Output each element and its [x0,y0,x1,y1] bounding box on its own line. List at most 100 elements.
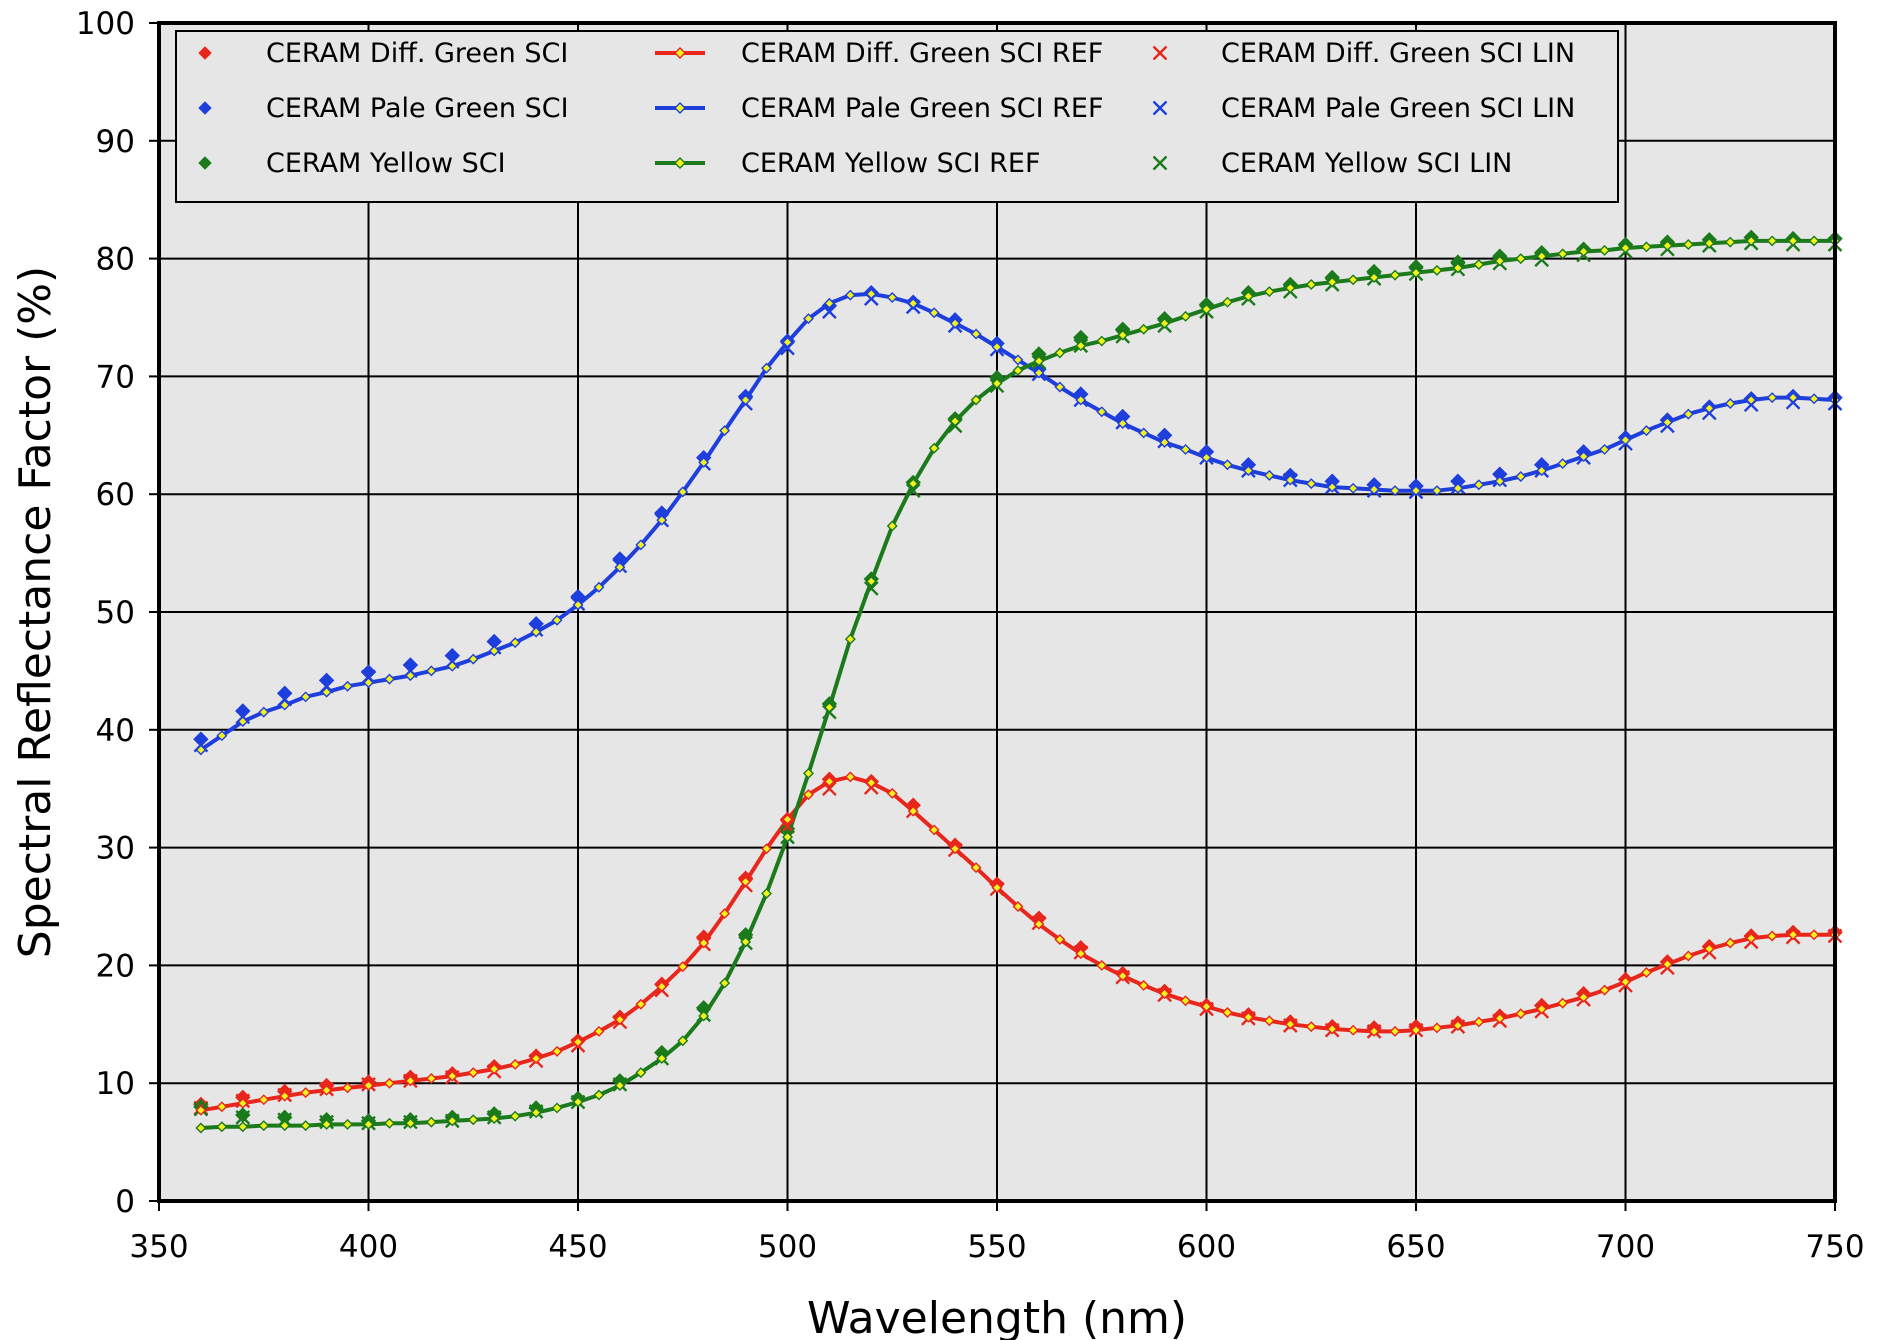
data-point [1326,1023,1338,1035]
data-point [425,665,437,677]
data-point [928,307,940,319]
data-point [530,1107,542,1119]
data-point [970,328,982,340]
data-point [300,691,312,703]
data-point [572,599,584,611]
data-point [1033,367,1045,379]
data-point [614,1080,626,1092]
data-point [1766,392,1778,404]
legend-label: CERAM Diff. Green SCI REF [741,38,1103,69]
data-point [823,776,835,788]
data-point [1201,452,1212,464]
data-point [635,539,647,551]
data-point [740,876,752,888]
data-point [1159,317,1171,329]
data-point [1536,1003,1548,1015]
data-point [1410,267,1422,279]
data-point [802,313,814,325]
data-point [404,1075,416,1087]
x-tick-label: 400 [339,1229,398,1265]
data-point [1620,434,1631,446]
data-point [1599,984,1611,996]
y-axis-ticks: 0 10 20 30 40 50 60 70 80 90 100 [76,6,159,1220]
data-point [844,289,856,301]
x-tick-label: 350 [129,1229,188,1265]
data-point [572,1036,584,1048]
data-point [279,699,291,711]
legend-swatch-marker [674,157,686,169]
data-point [572,1096,584,1108]
data-point [383,1077,395,1089]
data-point [1180,995,1192,1007]
legend-item-ceram-yellow-sci-ref: CERAM Yellow SCI REF [655,148,1041,179]
legend-swatch-marker [674,47,686,59]
data-point [1703,943,1715,955]
y-tick-label: 40 [96,713,135,749]
data-point [907,478,919,490]
data-point [551,614,563,626]
data-point [321,1118,333,1130]
data-point [907,297,919,309]
legend-swatch [198,46,212,60]
legend-item-ceram-pale-green-sci-ref: CERAM Pale Green SCI REF [655,93,1103,124]
data-point [488,645,500,657]
data-point [488,1063,500,1075]
data-point [321,686,333,698]
data-point [844,633,856,645]
data-point [719,425,731,437]
data-point [1180,443,1192,455]
data-point [1242,465,1254,477]
data-point [1431,485,1443,497]
data-point [363,677,374,689]
data-point [509,637,521,649]
data-point [1599,244,1611,256]
data-point [446,660,458,672]
data-point [1180,310,1192,322]
data-point [1054,381,1066,393]
data-point [300,1087,312,1099]
legend-label: CERAM Yellow SCI [266,148,506,179]
data-point [844,771,856,783]
data-point [551,1102,563,1114]
data-point [195,744,207,756]
data-point [614,1014,626,1026]
data-point [1557,458,1569,470]
data-point [1557,248,1569,260]
data-point [1410,1024,1422,1036]
data-point [1515,253,1527,265]
data-point [1263,286,1275,298]
data-point [1473,479,1485,491]
data-point [677,1035,689,1047]
data-point [635,998,647,1010]
data-point [1389,1025,1401,1037]
data-point [1620,976,1631,988]
data-point [635,1067,647,1079]
x-tick-label: 500 [758,1229,817,1265]
data-point [1012,365,1024,376]
data-point [1054,347,1066,359]
data-point [1452,1019,1464,1031]
data-point [740,394,752,406]
data-point [277,691,293,707]
data-point [1096,335,1108,347]
series-markers-ceram-pale-green-sci-ref [195,288,1841,756]
data-point [782,813,793,825]
data-point [1494,475,1506,487]
data-point [1745,235,1757,247]
data-point [1473,1016,1485,1028]
data-point [677,486,689,498]
data-point [1661,240,1673,252]
data-point [1724,398,1736,409]
data-point [886,291,898,303]
data-point [822,304,837,319]
data-point [1494,1012,1506,1024]
legend-item-ceram-diff-green-sci-lin: CERAM Diff. Green SCI LIN [1152,38,1575,69]
y-tick-label: 20 [96,948,135,984]
data-point [509,1110,521,1122]
y-tick-label: 90 [96,124,135,160]
data-point [949,415,961,427]
data-point [216,1121,228,1133]
series-markers-ceram-yellow-sci-ref [195,235,1841,1134]
data-point [1808,929,1820,941]
data-point [949,317,961,329]
